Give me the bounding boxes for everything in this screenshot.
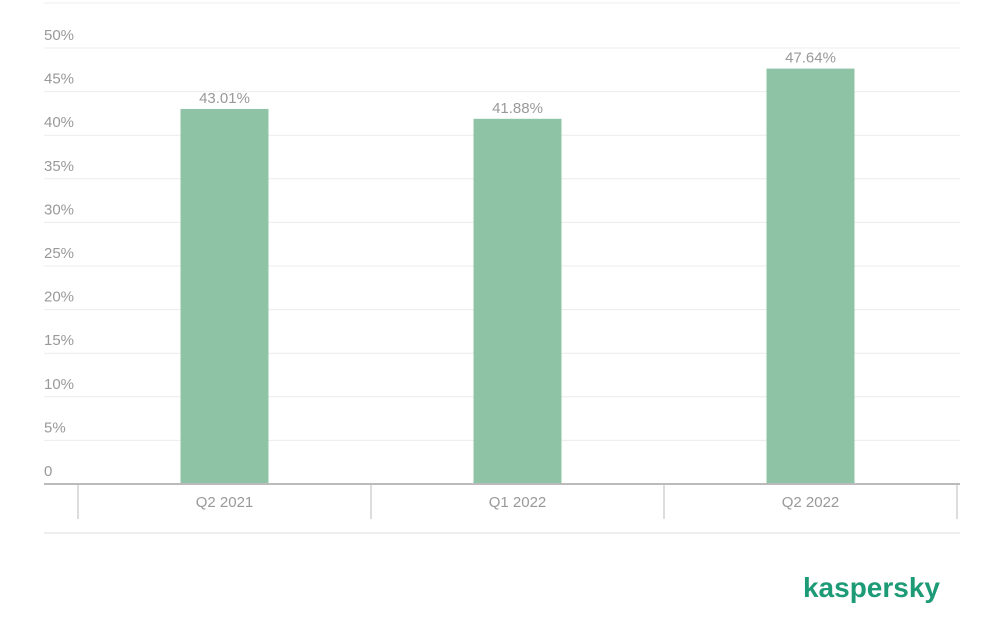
y-tick-label: 15%: [44, 332, 74, 349]
x-tick-label: Q2 2022: [782, 494, 840, 511]
value-label: 41.88%: [492, 100, 543, 117]
brand-logo: kaspersky: [803, 572, 940, 603]
bar: [180, 108, 269, 485]
y-tick-label: 45%: [44, 71, 74, 88]
y-tick-label: 0: [44, 463, 52, 480]
y-tick-label: 35%: [44, 158, 74, 175]
x-tick-label: Q2 2021: [196, 494, 254, 511]
bar: [473, 118, 562, 484]
y-tick-label: 30%: [44, 201, 74, 218]
y-tick-label: 40%: [44, 114, 74, 131]
y-tick-label: 10%: [44, 376, 74, 393]
value-label: 47.64%: [785, 50, 836, 67]
y-tick-label: 25%: [44, 245, 74, 262]
y-tick-label: 20%: [44, 289, 74, 306]
x-tick-label: Q1 2022: [489, 494, 547, 511]
y-tick-label: 5%: [44, 419, 66, 436]
y-tick-label: 50%: [44, 27, 74, 44]
value-label: 43.01%: [199, 90, 250, 107]
bar: [766, 68, 855, 485]
